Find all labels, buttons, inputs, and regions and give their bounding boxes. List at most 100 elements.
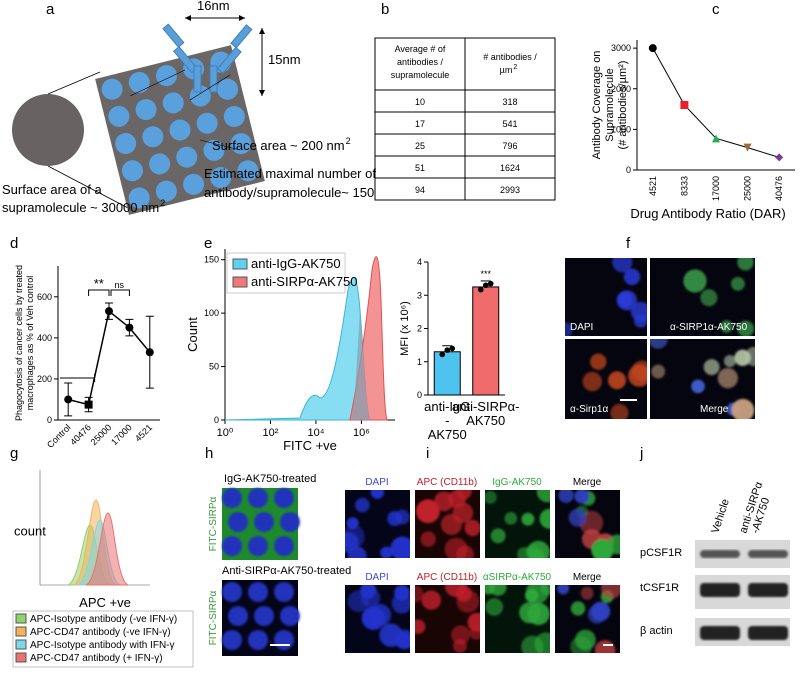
cell [734,349,751,367]
label: 16nm [197,0,230,13]
overlap [352,310,370,420]
cell [587,605,607,624]
nucleus [222,488,242,508]
cell [582,371,602,392]
replicate-dot [439,351,446,358]
cells [485,490,550,558]
cell [612,258,633,273]
cell [570,635,592,653]
y-axis-label: Supramolecule [604,68,616,141]
replicate-dot [449,345,456,352]
nucleus [228,512,248,532]
legend-swatch [15,626,27,637]
x-tick-label: anti-IgG [424,399,470,414]
label: Surface area of a [2,182,102,197]
nucleus [280,512,300,532]
y-tick-label: 1000 [611,124,631,134]
cell [370,490,385,499]
cell [651,364,666,379]
point [680,101,689,109]
bar [472,286,500,396]
legend-swatch [15,639,27,650]
image-label: IgG-AK750 [492,477,542,488]
band [748,583,788,597]
panel-label: b [381,1,389,18]
legend-entry: APC-CD47 antibody (+ IFN-γ) [30,653,163,664]
x-tick-label: 17000 [711,176,721,201]
y-tick-label: 3000 [611,43,631,53]
panel-label: d [10,235,18,252]
nucleus [254,512,274,532]
cells [557,585,620,653]
cell [517,547,532,558]
cell [591,539,614,558]
x-tick-label: 4521 [648,176,658,196]
nucleus [280,606,300,626]
cell [650,339,668,349]
cells [683,258,754,336]
superscript: 2 [513,64,517,71]
replicate-dot [444,347,451,353]
y-tick-label: 0 [626,165,631,175]
table-header: antibodies / [397,57,444,67]
antibody-site [223,105,245,127]
antibody-site [128,187,150,209]
nucleus [228,606,248,626]
point [648,44,657,53]
cell [570,601,586,616]
panel-label: i [426,445,429,462]
x-tick-label: 25000 [89,422,114,447]
cell [558,490,574,503]
nucleus [248,536,268,556]
annotation: *** [480,269,491,279]
annotation: ** [94,276,104,291]
image-label: Merge [573,477,602,488]
x-tick-label: AK750 [466,413,505,428]
blot-label: tCSF1R [640,582,679,594]
cells [582,353,647,419]
cell [530,549,545,558]
point [125,323,134,332]
cell [490,528,506,544]
antibody-site [128,71,150,93]
antibody-site [237,160,259,182]
schematic [12,15,265,215]
table-header: # antibodies / [483,52,537,62]
nucleus [248,630,268,650]
band [700,626,740,640]
cell [574,490,590,504]
label: supramolecule ~ 30000 nm [2,200,159,215]
point [743,143,752,152]
cell [700,289,718,307]
antibody-site [169,119,191,141]
nucleus [222,630,242,650]
table-cell: 2993 [500,185,520,195]
cell [456,490,472,500]
antibody-site [121,160,143,182]
cell [527,602,550,626]
cell [415,585,424,603]
point [105,307,113,316]
cells [345,490,410,558]
y-tick-label: 2 [417,324,422,334]
y-axis-label: Antibody Coverage on [591,51,603,160]
cell [568,508,587,527]
cell [691,379,705,394]
cell [485,490,497,504]
antibody-site [217,78,239,100]
table-header: supramolecule [391,70,450,80]
cells [485,585,550,653]
legend-entry: anti-IgG-AK750 [251,256,341,271]
y-tick-label: 0 [47,415,52,425]
superscript: 2 [346,136,351,146]
cell [368,603,392,627]
image-label: APC (CD11b) [417,477,477,488]
image-title: Anti-SIRPα-AK750-treated [222,565,351,577]
y-tick-label: 150 [204,255,219,265]
y-axis-label: Phagocytosis of cancer cells by treated [14,265,24,421]
table-cell: 541 [502,119,517,129]
panel-label: f [626,235,631,252]
antibody-site [155,65,177,87]
legend-entry: APC-CD47 antibody (-ve IFN-γ) [30,627,171,638]
